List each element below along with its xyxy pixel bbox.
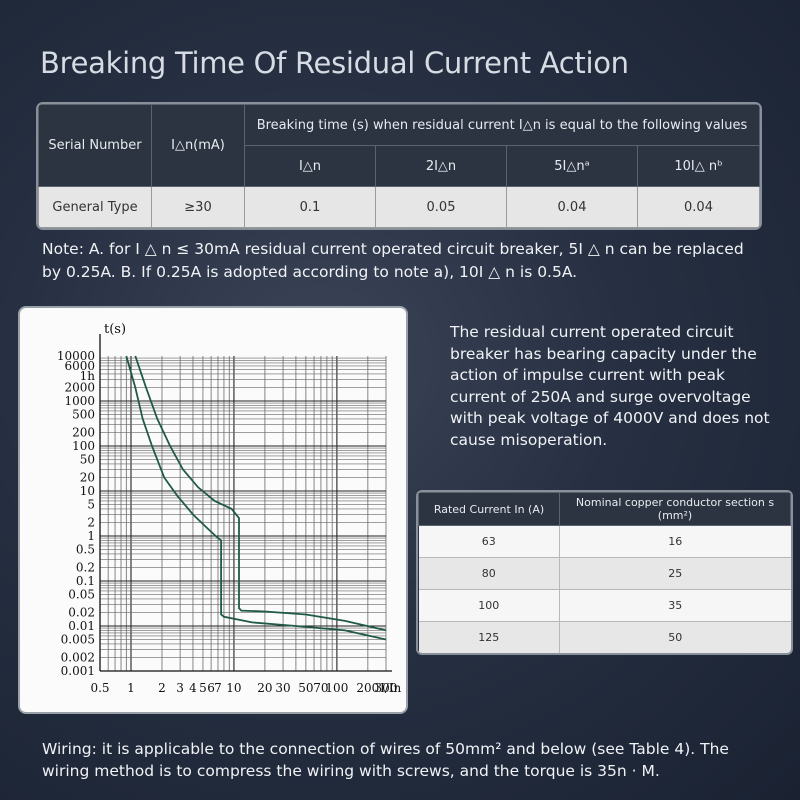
row-in: ≥30	[151, 186, 245, 228]
y-tick-label: 0.001	[61, 664, 95, 678]
y-tick-label: 5	[87, 498, 95, 512]
x-tick-label: 30	[275, 681, 290, 695]
y-tick-label: 10	[80, 484, 95, 498]
col-serial-header: Serial Number	[38, 104, 152, 187]
breaking-time-table: Serial Number I△n(mA) Breaking time (s) …	[38, 104, 760, 228]
row-value: 0.04	[506, 186, 638, 228]
x-tick-label: 200	[356, 681, 379, 695]
series-line-upper-limit	[134, 355, 387, 632]
y-tick-label: 0.01	[68, 619, 95, 633]
x-tick-label: 7	[214, 681, 222, 695]
rated-current-cell: 63	[418, 525, 560, 558]
table-row: 100 35	[418, 589, 791, 622]
x-tick-label: 300	[375, 681, 398, 695]
x-tick-label: 5	[199, 681, 207, 695]
y-tick-label: 1h	[80, 369, 96, 383]
conductor-table: Rated Current In (A) Nominal copper cond…	[418, 492, 791, 653]
impulse-description: The residual current operated circuit br…	[450, 323, 770, 449]
series-line-lower-limit	[125, 355, 387, 641]
y-tick-label: 0.05	[68, 588, 95, 602]
chart-svg: 1000060001h200010005002001005020105210.5…	[57, 322, 402, 695]
y-tick-label: 200	[72, 425, 95, 439]
tripping-curve-chart: 10000 6000 1h 2000 1000 500 200 100 50 20 10 5 2 1 0.5…	[20, 308, 406, 712]
rated-current-cell: 80	[418, 557, 560, 590]
x-tick-label: 4	[189, 681, 197, 695]
y-tick-label: 0.1	[76, 574, 95, 588]
conductor-header: Nominal copper conductor section s (mm²)	[559, 492, 791, 526]
x-tick-label: 70	[313, 681, 328, 695]
row-value: 0.1	[244, 186, 376, 228]
y-tick-label: 0.005	[61, 633, 95, 647]
y-tick-label: 10000	[57, 349, 95, 363]
x-tick-label: 2	[158, 681, 166, 695]
table-row: 125 50	[418, 621, 791, 653]
y-tick-label: 0.2	[76, 560, 95, 574]
conductor-section-cell: 25	[559, 557, 791, 590]
table-note: Note: A. for I △ n ≤ 30mA residual curre…	[42, 240, 744, 281]
conductor-header: Rated Current In (A)	[418, 492, 560, 526]
table-row: 63 16	[418, 525, 791, 558]
y-tick-label: 2000	[64, 380, 95, 394]
rated-current-cell: 100	[418, 589, 560, 622]
y-tick-label: 2	[87, 515, 95, 529]
conductor-section-cell: 35	[559, 589, 791, 622]
sub-header: 5I△nᵃ	[506, 145, 638, 187]
x-tick-label: 10	[226, 681, 241, 695]
row-serial: General Type	[38, 186, 152, 228]
x-tick-label: 100	[325, 681, 348, 695]
y-tick-label: 50	[80, 453, 95, 467]
x-tick-label: 1	[127, 681, 135, 695]
x-tick-label: 0.5	[90, 681, 109, 695]
y-tick-label: 0.002	[61, 650, 95, 664]
conductor-section-cell: 16	[559, 525, 791, 558]
y-tick-label: 0.5	[76, 543, 95, 557]
sub-header: 10I△ nᵇ	[637, 145, 760, 187]
x-tick-label: 6	[207, 681, 215, 695]
y-tick-label: 500	[72, 408, 95, 422]
conductor-section-cell: 50	[559, 621, 791, 653]
y-tick-label: 0.02	[68, 605, 95, 619]
y-axis-label: t(s)	[104, 322, 126, 337]
y-tick-label: 100	[72, 439, 95, 453]
sub-header: I△n	[244, 145, 376, 187]
page-title: Breaking Time Of Residual Current Action	[40, 46, 629, 80]
col-in-header: I△n(mA)	[151, 104, 245, 187]
table-row: General Type ≥30 0.1 0.05 0.04 0.04	[38, 186, 760, 228]
y-tick-label: 20	[80, 470, 95, 484]
x-axis-label: I/In	[380, 681, 402, 695]
y-tick-label: 6000	[64, 359, 95, 373]
x-tick-label: 3	[176, 681, 184, 695]
x-tick-label: 50	[298, 681, 313, 695]
y-tick-label: 1	[87, 529, 95, 543]
sub-header: 2I△n	[375, 145, 507, 187]
rated-current-cell: 125	[418, 621, 560, 653]
table-row: 80 25	[418, 557, 791, 590]
wiring-note: Wiring: it is applicable to the connecti…	[42, 740, 729, 780]
group-header: Breaking time (s) when residual current …	[244, 104, 760, 146]
row-value: 0.05	[375, 186, 507, 228]
x-tick-label: 20	[257, 681, 272, 695]
y-tick-label: 1000	[64, 394, 95, 408]
row-value: 0.04	[637, 186, 760, 228]
